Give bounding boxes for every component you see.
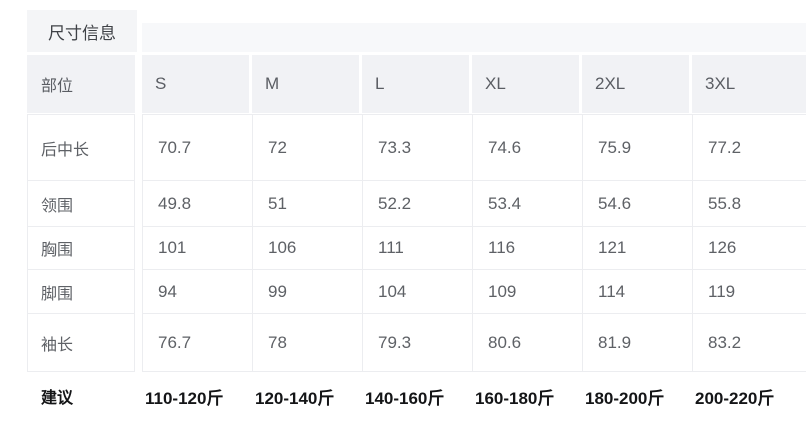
suggested-weight-range: 200-220斤 bbox=[695, 388, 775, 408]
size-column-header-2xl: 2XL bbox=[582, 55, 689, 113]
suggested-weight-range: 140-160斤 bbox=[365, 388, 445, 408]
value-cell: 78 bbox=[253, 314, 363, 372]
value-cell: 121 bbox=[583, 227, 693, 270]
value-cell: 99 bbox=[253, 270, 363, 314]
value-cell: 77.2 bbox=[693, 115, 806, 181]
value-cell: 51 bbox=[253, 181, 363, 227]
value-cell: 53.4 bbox=[473, 181, 583, 227]
value-cell: 116 bbox=[473, 227, 583, 270]
value-cell: 75.9 bbox=[583, 115, 693, 181]
value-cell: 54.6 bbox=[583, 181, 693, 227]
value-cell: 52.2 bbox=[363, 181, 473, 227]
value-cell: 80.6 bbox=[473, 314, 583, 372]
size-column-header-s: S bbox=[142, 55, 249, 113]
row-label-chest: 胸围 bbox=[28, 227, 134, 270]
suggested-weight-range: 120-140斤 bbox=[255, 388, 335, 408]
value-cell: 83.2 bbox=[693, 314, 806, 372]
suggestion-row-label: 建议 bbox=[41, 390, 74, 407]
row-label-hem: 脚围 bbox=[28, 270, 134, 314]
value-cell: 55.8 bbox=[693, 181, 806, 227]
value-cell: 73.3 bbox=[363, 115, 473, 181]
column-part-header: 部位 bbox=[27, 55, 135, 113]
value-cell: 111 bbox=[363, 227, 473, 270]
value-cell: 106 bbox=[253, 227, 363, 270]
value-cell: 101 bbox=[143, 227, 253, 270]
suggestion-row: 110-120斤 120-140斤 140-160斤 160-180斤 180-… bbox=[142, 374, 806, 418]
row-label-sleeve-length: 袖长 bbox=[28, 314, 134, 372]
value-cell: 114 bbox=[583, 270, 693, 314]
size-column-header-l: L bbox=[362, 55, 469, 113]
value-cell: 76.7 bbox=[143, 314, 253, 372]
size-header-row: S M L XL 2XL 3XL bbox=[142, 55, 806, 113]
value-cell: 126 bbox=[693, 227, 806, 270]
size-column-header-m: M bbox=[252, 55, 359, 113]
value-cell: 94 bbox=[143, 270, 253, 314]
row-label-back-length: 后中长 bbox=[28, 115, 134, 181]
suggested-weight-range: 180-200斤 bbox=[585, 388, 665, 408]
measurement-label-column: 后中长 领围 胸围 脚围 袖长 bbox=[27, 114, 135, 372]
table-top-spacer bbox=[142, 23, 806, 52]
suggested-weight-range: 110-120斤 bbox=[145, 388, 224, 408]
value-cell: 119 bbox=[693, 270, 806, 314]
value-cell: 72 bbox=[253, 115, 363, 181]
value-cell: 104 bbox=[363, 270, 473, 314]
suggested-weight-range: 160-180斤 bbox=[475, 388, 555, 408]
value-cell: 49.8 bbox=[143, 181, 253, 227]
value-cell: 109 bbox=[473, 270, 583, 314]
size-column-header-3xl: 3XL bbox=[692, 55, 806, 113]
measurement-value-grid: 70.7 72 73.3 74.6 75.9 77.2 49.8 51 52.2… bbox=[142, 114, 806, 372]
size-column-header-xl: XL bbox=[472, 55, 579, 113]
size-info-title: 尺寸信息 bbox=[27, 10, 137, 52]
value-cell: 81.9 bbox=[583, 314, 693, 372]
row-label-collar: 领围 bbox=[28, 181, 134, 227]
value-cell: 74.6 bbox=[473, 115, 583, 181]
value-cell: 79.3 bbox=[363, 314, 473, 372]
value-cell: 70.7 bbox=[143, 115, 253, 181]
